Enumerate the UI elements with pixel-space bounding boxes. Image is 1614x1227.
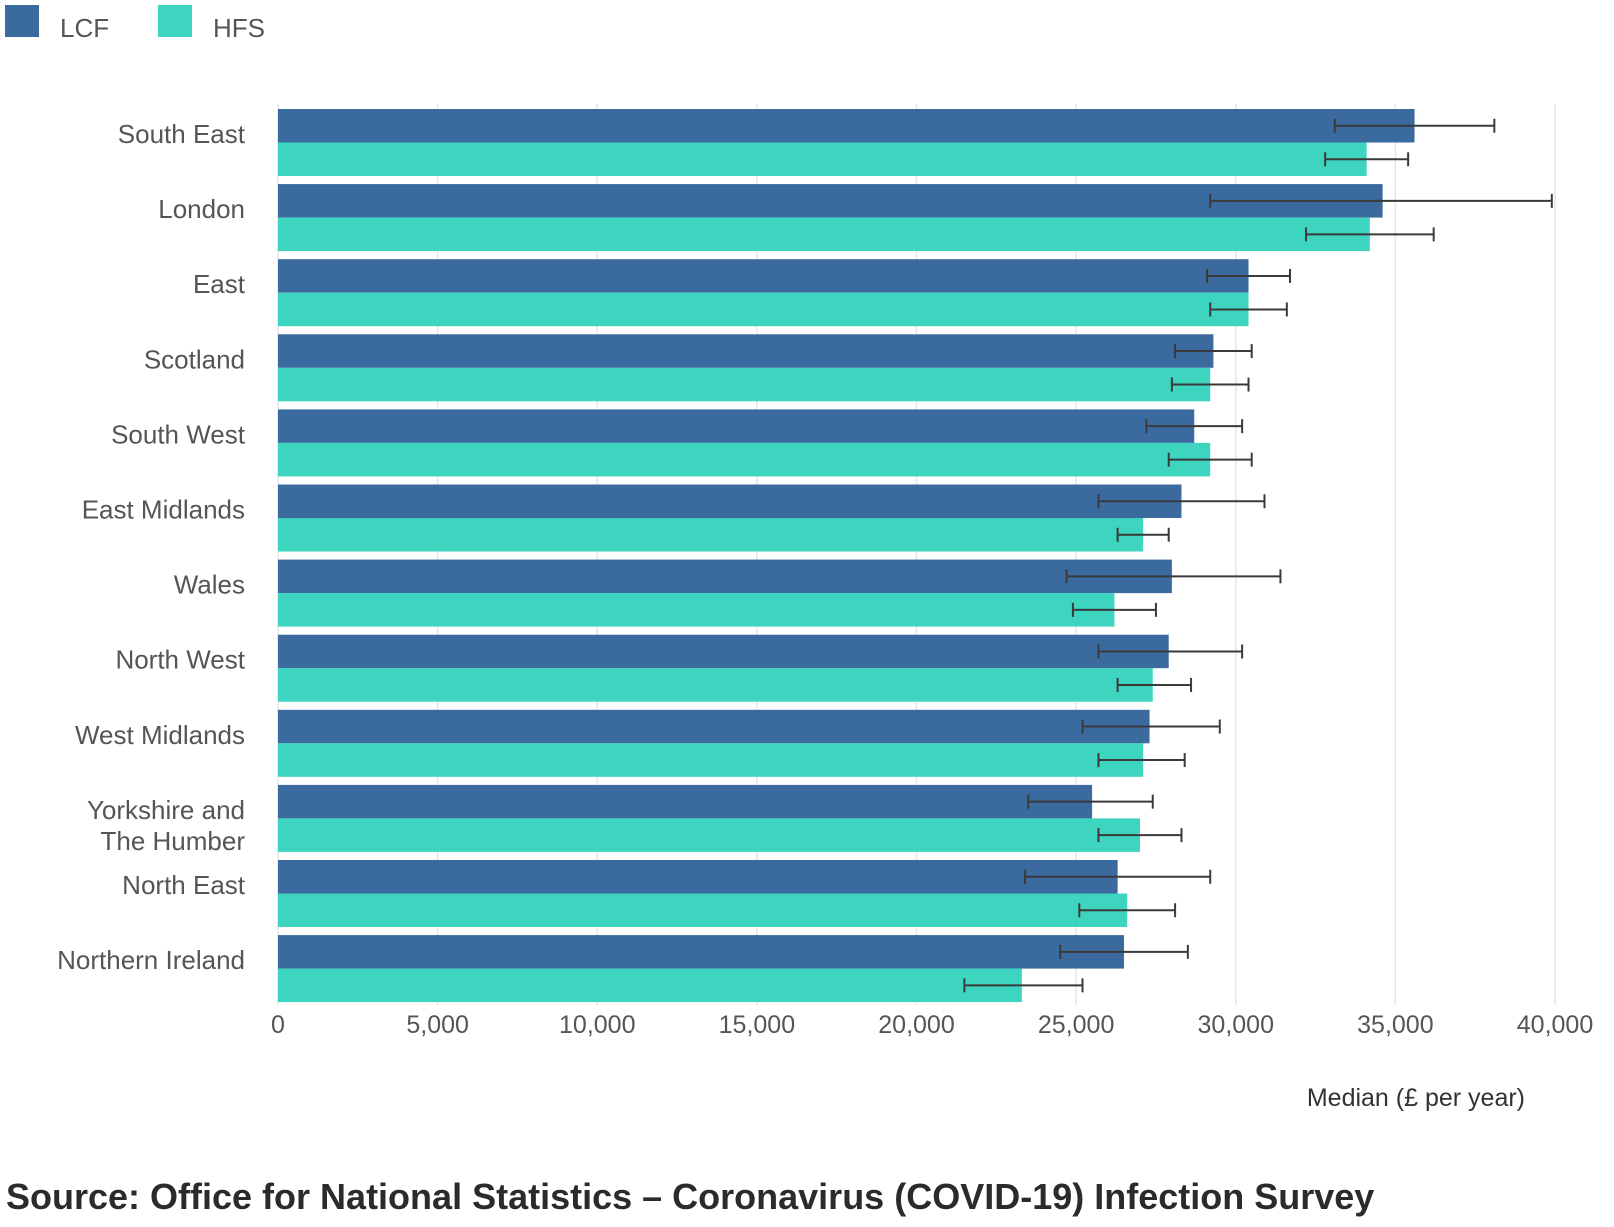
x-tick-label: 25,000 (1038, 1011, 1114, 1039)
error-bars (963, 118, 1553, 993)
bars (278, 109, 1415, 1003)
x-axis-title: Median (£ per year) (1307, 1084, 1525, 1112)
error-bar-hfs (1324, 152, 1410, 167)
bar-hfs (278, 743, 1144, 777)
bar-hfs (278, 292, 1249, 327)
bar-lcf (278, 409, 1195, 443)
category-label: South West (111, 419, 246, 449)
error-bar-hfs (1167, 452, 1253, 467)
category-label: West Midlands (75, 720, 245, 750)
error-bar-lcf (1065, 569, 1282, 584)
bar-hfs (278, 217, 1370, 252)
error-bar-hfs (1078, 903, 1177, 918)
x-axis-tick-labels: 0 5,000 10,000 15,000 20,000 25,000 30,000 35,0… (271, 1011, 1593, 1039)
category-label: Wales (174, 570, 245, 600)
bar-hfs (278, 518, 1144, 552)
bar-lcf (278, 634, 1169, 669)
legend: LCF HFS (5, 5, 265, 43)
category-label: North West (115, 645, 245, 675)
bar-lcf (278, 484, 1182, 518)
category-label: East (193, 269, 246, 299)
legend-label-hfs: HFS (213, 13, 265, 43)
category-label: North East (122, 870, 246, 900)
bar-hfs (278, 367, 1211, 402)
error-bar-hfs (1170, 377, 1250, 392)
bar-lcf (278, 709, 1150, 744)
bar-hfs (278, 593, 1115, 627)
error-bar-lcf (1027, 794, 1154, 809)
error-bar-hfs (1209, 302, 1288, 317)
error-bar-lcf (1145, 419, 1244, 434)
x-tick-label: 20,000 (878, 1011, 954, 1039)
error-bar-lcf (1097, 644, 1244, 659)
category-label: South East (118, 119, 246, 149)
legend-swatch-hfs (158, 5, 192, 37)
bar-hfs (278, 893, 1128, 927)
error-bar-lcf (1206, 268, 1292, 283)
bar-lcf (278, 184, 1383, 218)
category-label: Scotland (144, 344, 245, 374)
error-bar-hfs (1097, 828, 1183, 843)
x-tick-label: 0 (271, 1011, 285, 1039)
x-tick-label: 10,000 (559, 1011, 635, 1039)
category-label: Yorkshire and The Humber (87, 795, 245, 856)
bar-lcf (278, 334, 1214, 368)
error-bar-hfs (963, 978, 1084, 993)
x-tick-label: 15,000 (719, 1011, 795, 1039)
error-bar-lcf (1024, 869, 1212, 884)
bar-lcf (278, 860, 1118, 894)
x-tick-label: 35,000 (1357, 1011, 1433, 1039)
error-bar-hfs (1097, 753, 1186, 768)
bar-hfs (278, 668, 1153, 702)
bar-hfs (278, 442, 1211, 477)
bar-lcf (278, 784, 1093, 819)
bar-lcf (278, 259, 1249, 293)
error-bar-hfs (1304, 227, 1435, 242)
source-note: Source: Office for National Statistics –… (6, 1176, 1375, 1217)
x-tick-label: 30,000 (1198, 1011, 1274, 1039)
error-bar-lcf (1081, 719, 1221, 734)
error-bar-lcf (1209, 193, 1553, 208)
category-label: Northern Ireland (57, 945, 245, 975)
legend-label-lcf: LCF (60, 13, 109, 43)
error-bar-lcf (1059, 944, 1189, 959)
legend-swatch-lcf (5, 5, 39, 37)
gridlines (277, 104, 1556, 1005)
error-bar-hfs (1116, 527, 1170, 542)
bar-lcf (278, 109, 1415, 143)
bar-lcf (278, 935, 1125, 969)
error-bar-hfs (1116, 677, 1193, 692)
error-bar-lcf (1333, 118, 1496, 133)
category-label: East Midlands (82, 495, 245, 525)
category-labels: South East London East Scotland South West Ea… (57, 119, 246, 975)
error-bar-lcf (1097, 494, 1266, 509)
error-bar-hfs (1071, 602, 1157, 617)
x-tick-label: 40,000 (1517, 1011, 1593, 1039)
x-tick-label: 5,000 (406, 1011, 469, 1039)
bar-hfs (278, 818, 1140, 852)
bar-hfs (278, 968, 1022, 1003)
bar-lcf (278, 559, 1172, 594)
category-label: London (158, 194, 245, 224)
bar-hfs (278, 142, 1367, 176)
error-bar-lcf (1174, 344, 1253, 359)
